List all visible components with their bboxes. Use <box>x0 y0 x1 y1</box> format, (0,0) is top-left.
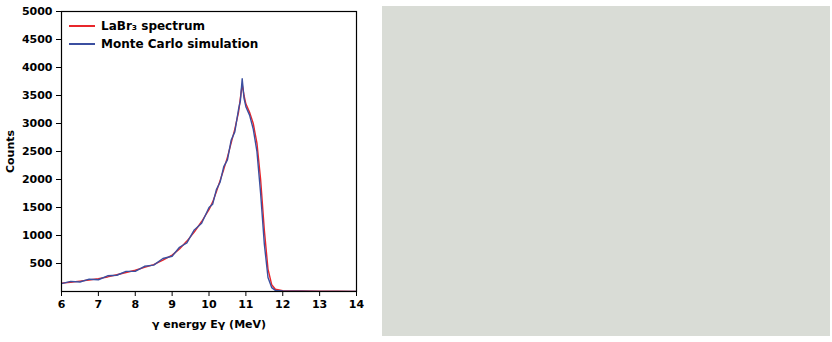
svg-text:4500: 4500 <box>22 33 53 46</box>
svg-text:10: 10 <box>201 298 217 311</box>
svg-text:Counts: Counts <box>4 130 17 174</box>
svg-text:12: 12 <box>275 298 290 311</box>
svg-text:1000: 1000 <box>22 229 53 242</box>
html-text:LaBr₃ spectrum: LaBr₃ spectrum <box>101 19 205 33</box>
svg-text:3500: 3500 <box>22 89 53 102</box>
svg-text:9: 9 <box>168 298 176 311</box>
svg-text:11: 11 <box>238 298 253 311</box>
svg-text:7: 7 <box>95 298 103 311</box>
svg-text:6: 6 <box>58 298 66 311</box>
svg-text:5000: 5000 <box>22 5 53 18</box>
svg-text:13: 13 <box>312 298 327 311</box>
svg-text:2500: 2500 <box>22 145 53 158</box>
svg-text:14: 14 <box>349 298 365 311</box>
svg-text:γ energy Eγ (MeV): γ energy Eγ (MeV) <box>152 318 266 331</box>
svg-text:3000: 3000 <box>22 117 53 130</box>
svg-text:500: 500 <box>30 257 53 270</box>
svg-text:4000: 4000 <box>22 61 53 74</box>
svg-text:2000: 2000 <box>22 173 53 186</box>
html-text:Monte Carlo simulation: Monte Carlo simulation <box>101 37 259 51</box>
svg-text:8: 8 <box>131 298 139 311</box>
svg-text:1500: 1500 <box>22 201 53 214</box>
